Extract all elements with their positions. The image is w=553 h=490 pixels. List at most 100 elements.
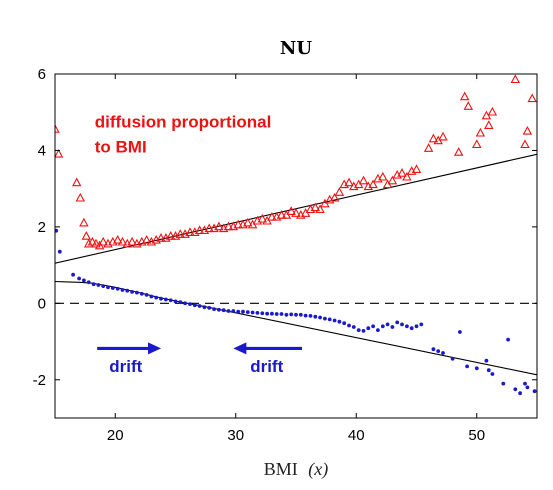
drift-arrow-head	[148, 342, 162, 355]
drift-point	[260, 311, 265, 316]
drift-point	[178, 300, 183, 305]
x-axis-label: BMI (x)	[264, 459, 329, 480]
drift-point	[164, 297, 168, 302]
drift-point	[106, 285, 110, 290]
x-tick-label: 40	[348, 427, 365, 444]
drift-point	[212, 307, 217, 311]
drift-point	[414, 324, 419, 329]
diffusion-point	[459, 91, 470, 101]
diffusion-point	[438, 131, 448, 141]
drift-point	[159, 296, 163, 301]
diffusion-point	[233, 219, 243, 229]
diffusion-point	[141, 234, 152, 244]
drift-point	[115, 286, 120, 291]
drift-point	[308, 314, 313, 318]
drift-point	[294, 312, 298, 317]
diffusion-point	[108, 236, 118, 246]
drift-point	[450, 356, 455, 361]
data-marks	[55, 74, 537, 396]
diffusion-point	[156, 233, 166, 242]
drift-point	[532, 389, 537, 394]
diffusion-point	[79, 217, 89, 227]
drift-point	[279, 312, 284, 316]
drift-point	[55, 228, 59, 233]
y-tick-label: 2	[38, 219, 46, 236]
drift-point	[221, 308, 226, 313]
y-tick-label: -2	[33, 372, 46, 389]
x-axis-label-text: BMI	[264, 459, 298, 479]
drift-point	[486, 368, 491, 373]
drift-point	[409, 326, 414, 331]
x-tick-labels: 20 30 40 50	[107, 427, 485, 444]
drift-point	[255, 311, 260, 315]
diffusion-point	[387, 175, 398, 185]
diffusion-point	[75, 192, 86, 202]
drift-point	[130, 290, 135, 294]
drift-point	[120, 288, 125, 292]
drift-point	[366, 326, 371, 331]
diffusion-point	[175, 229, 186, 238]
diffusion-point	[91, 238, 101, 248]
drift-point	[231, 309, 236, 313]
drift-point	[490, 372, 495, 376]
drift-point	[139, 291, 144, 296]
drift-point	[474, 366, 479, 371]
drift-point	[371, 324, 375, 329]
drift-point	[86, 280, 91, 285]
diffusion-point	[81, 231, 92, 240]
drift-point	[395, 320, 400, 325]
diffusion-point	[402, 171, 412, 181]
drift-point	[337, 319, 342, 324]
drift-point	[154, 295, 159, 300]
drift-point	[197, 304, 202, 308]
diffusion-point	[358, 175, 369, 185]
drift-point	[356, 328, 361, 332]
diffusion-point	[71, 177, 82, 187]
diffusion-point	[310, 202, 321, 212]
drift-point	[523, 381, 527, 386]
diffusion-point	[267, 211, 277, 221]
drift-point	[419, 322, 424, 327]
drift-point	[125, 288, 130, 293]
diffusion-point	[223, 221, 234, 231]
diffusion-point	[315, 204, 325, 214]
drift-point	[385, 322, 390, 327]
drift-point	[441, 351, 445, 355]
annotations: diffusion proportional to BMI drift drift	[95, 113, 303, 376]
drift-point	[57, 249, 62, 254]
diffusion-point	[98, 236, 108, 246]
drift-point	[525, 385, 530, 390]
drift-point	[71, 272, 75, 277]
diffusion-point	[520, 139, 530, 149]
diffusion-point	[378, 171, 388, 181]
diffusion-point	[127, 236, 137, 246]
drift-point	[327, 317, 332, 322]
diffusion-point	[286, 206, 296, 215]
drift-point	[110, 286, 115, 290]
drift-point	[217, 307, 221, 312]
drift-point	[318, 315, 322, 320]
drift-point	[168, 298, 173, 303]
drift-point	[484, 358, 489, 363]
drift-point	[183, 301, 188, 306]
drift-point	[458, 330, 462, 334]
diffusion-point	[55, 124, 60, 133]
y-tick-label: 4	[38, 142, 46, 159]
drift-point	[236, 309, 241, 314]
diffusion-point	[257, 213, 268, 223]
drift-point	[91, 282, 96, 287]
drift-point	[342, 321, 347, 326]
diffusion-point	[344, 177, 354, 187]
drift-point	[303, 313, 308, 318]
axes-box	[54, 73, 538, 419]
diffusion-point	[428, 133, 439, 143]
drift-point	[390, 325, 395, 329]
plot-area	[54, 73, 538, 419]
diffusion-point	[204, 223, 214, 233]
annotation-drift-right: drift	[109, 357, 142, 376]
annotation-drift-left: drift	[250, 357, 283, 376]
drift-point	[436, 349, 441, 353]
drift-point	[149, 294, 154, 299]
x-tick-label: 30	[227, 427, 244, 444]
